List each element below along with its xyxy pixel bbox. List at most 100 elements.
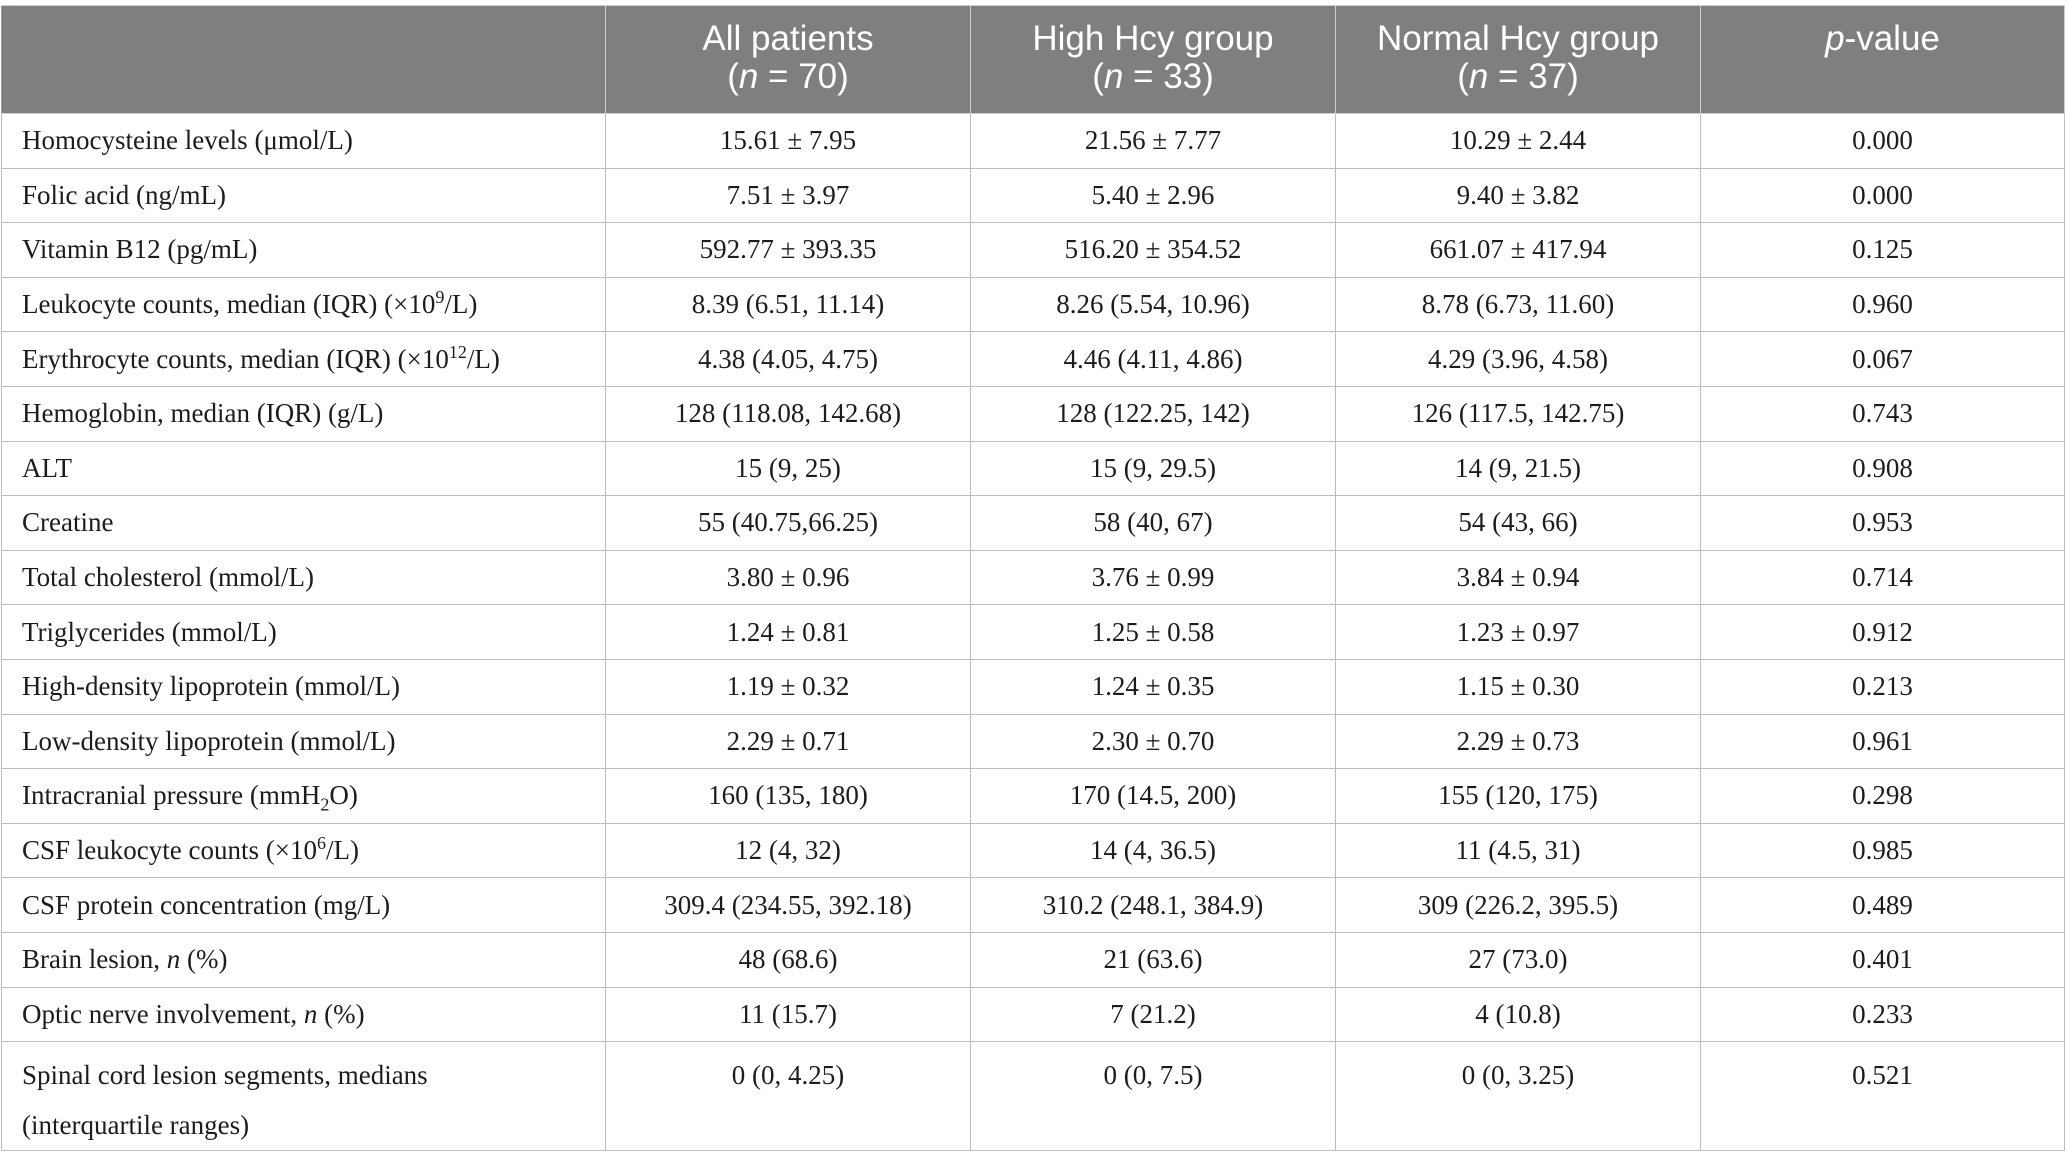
row-label-line1: Spinal cord lesion segments, medians [22, 1060, 428, 1091]
row-label: Erythrocyte counts, median (IQR) (×1012/… [1, 331, 606, 387]
high-hcy-cell: 516.20 ± 354.52 [970, 222, 1336, 278]
p-value-cell: 0.401 [1700, 931, 2065, 988]
normal-hcy-cell: 8.78 (6.73, 11.60) [1335, 276, 1701, 333]
high-hcy-cell: 1.25 ± 0.58 [970, 604, 1336, 660]
table-header: All patients (n = 70) High Hcy group (n … [1, 5, 2065, 114]
row-label-superscript: 12 [448, 341, 467, 362]
row-label: High-density lipoprotein (mmol/L) [1, 658, 606, 715]
high-hcy-cell: 15 (9, 29.5) [970, 440, 1336, 497]
all-patients-cell: 1.24 ± 0.81 [605, 604, 971, 660]
normal-hcy-cell: 3.84 ± 0.94 [1335, 549, 1701, 606]
row-label-italic: n [303, 998, 318, 1029]
row-label: Spinal cord lesion segments, medians (int… [1, 1041, 606, 1152]
row-label: Total cholesterol (mmol/L) [1, 549, 606, 606]
p-value-cell: 0.743 [1700, 385, 2065, 442]
table-row: Spinal cord lesion segments, medians (int… [1, 1041, 2065, 1152]
high-hcy-cell: 8.26 (5.54, 10.96) [970, 276, 1336, 333]
all-patients-cell: 160 (135, 180) [605, 768, 971, 824]
row-label-superscript: 6 [316, 833, 326, 854]
row-label: CSF leukocyte counts (×106/L) [1, 822, 606, 879]
row-label-superscript: 9 [435, 287, 445, 308]
table-row: Optic nerve involvement, n (%) 11 (15.7) 7… [1, 986, 2065, 1043]
normal-hcy-cell: 4.29 (3.96, 4.58) [1335, 331, 1701, 387]
row-label: Creatine [1, 495, 606, 551]
row-label-text: Leukocyte counts, median (IQR) (×10 [22, 289, 436, 320]
p-value-cell: 0.067 [1700, 331, 2065, 387]
table-row: Vitamin B12 (pg/mL) 592.77 ± 393.35 516.20… [1, 222, 2065, 278]
normal-hcy-cell: 14 (9, 21.5) [1335, 440, 1701, 497]
header-all-patients-count: (n = 70) [727, 57, 849, 96]
row-label: Intracranial pressure (mmH2O) [1, 768, 606, 824]
normal-hcy-cell: 1.23 ± 0.97 [1335, 604, 1701, 660]
high-hcy-cell: 4.46 (4.11, 4.86) [970, 331, 1336, 387]
p-value-cell: 0.489 [1700, 877, 2065, 933]
p-value-cell: 0.953 [1700, 495, 2065, 551]
p-value-cell: 0.000 [1700, 167, 2065, 224]
p-value-cell: 0.912 [1700, 604, 2065, 660]
p-value-cell: 0.961 [1700, 713, 2065, 770]
all-patients-cell: 8.39 (6.51, 11.14) [605, 276, 971, 333]
high-hcy-cell: 21 (63.6) [970, 931, 1336, 988]
all-patients-cell: 7.51 ± 3.97 [605, 167, 971, 224]
all-patients-cell: 1.19 ± 0.32 [605, 658, 971, 715]
data-table-container: All patients (n = 70) High Hcy group (n … [1, 5, 2065, 1152]
high-hcy-cell: 1.24 ± 0.35 [970, 658, 1336, 715]
header-high-hcy-count: (n = 33) [1092, 57, 1214, 96]
normal-hcy-cell: 2.29 ± 0.73 [1335, 713, 1701, 770]
header-high-hcy-title: High Hcy group [1032, 19, 1274, 58]
p-value-cell: 0.233 [1700, 986, 2065, 1043]
table-row: Triglycerides (mmol/L) 1.24 ± 0.81 1.25 ± … [1, 604, 2065, 660]
normal-hcy-cell: 0 (0, 3.25) [1335, 1041, 1701, 1152]
normal-hcy-cell: 11 (4.5, 31) [1335, 822, 1701, 879]
row-label: Folic acid (ng/mL) [1, 167, 606, 224]
table-row: Homocysteine levels (μmol/L) 15.61 ± 7.95… [1, 113, 2065, 169]
table-row: Brain lesion, n (%) 48 (68.6) 21 (63.6) 27 … [1, 931, 2065, 988]
row-label: Triglycerides (mmol/L) [1, 604, 606, 660]
header-normal-hcy: Normal Hcy group (n = 37) [1335, 5, 1701, 114]
normal-hcy-cell: 4 (10.8) [1335, 986, 1701, 1043]
all-patients-cell: 48 (68.6) [605, 931, 971, 988]
row-label-subscript: 2 [320, 794, 330, 815]
row-label-text: Intracranial pressure (mmH [22, 780, 321, 811]
all-patients-cell: 2.29 ± 0.71 [605, 713, 971, 770]
row-label: Brain lesion, n (%) [1, 931, 606, 988]
p-value-cell: 0.298 [1700, 768, 2065, 824]
row-label-text: Optic nerve involvement, [22, 998, 304, 1029]
high-hcy-cell: 0 (0, 7.5) [970, 1041, 1336, 1152]
normal-hcy-cell: 27 (73.0) [1335, 931, 1701, 988]
p-italic: p [1825, 19, 1845, 58]
row-label-suffix: /L) [444, 289, 478, 320]
table-row: Intracranial pressure (mmH2O) 160 (135, 1… [1, 768, 2065, 824]
high-hcy-cell: 170 (14.5, 200) [970, 768, 1336, 824]
row-label-text: Erythrocyte counts, median (IQR) (×10 [22, 343, 449, 374]
header-p-value-title: p-value [1825, 19, 1940, 58]
header-row: All patients (n = 70) High Hcy group (n … [1, 5, 2065, 114]
row-label: ALT [1, 440, 606, 497]
row-label-line2: (interquartile ranges) [22, 1110, 250, 1141]
row-label-suffix: /L) [325, 835, 359, 866]
p-value-cell: 0.213 [1700, 658, 2065, 715]
normal-hcy-cell: 54 (43, 66) [1335, 495, 1701, 551]
p-value-cell: 0.521 [1700, 1041, 2065, 1152]
table-row: Leukocyte counts, median (IQR) (×109/L) 8… [1, 276, 2065, 333]
all-patients-cell: 309.4 (234.55, 392.18) [605, 877, 971, 933]
header-all-patients-title: All patients [702, 19, 874, 58]
row-label: Hemoglobin, median (IQR) (g/L) [1, 385, 606, 442]
row-label: Homocysteine levels (μmol/L) [1, 113, 606, 169]
header-p-value: p-value [1700, 5, 2065, 114]
row-label: Optic nerve involvement, n (%) [1, 986, 606, 1043]
table-row: Creatine 55 (40.75,66.25) 58 (40, 67) 54 (4… [1, 495, 2065, 551]
row-label-text: CSF leukocyte counts (×10 [22, 835, 317, 866]
high-hcy-cell: 2.30 ± 0.70 [970, 713, 1336, 770]
p-value-cell: 0.985 [1700, 822, 2065, 879]
normal-hcy-cell: 309 (226.2, 395.5) [1335, 877, 1701, 933]
row-label: Low-density lipoprotein (mmol/L) [1, 713, 606, 770]
table-row: ALT 15 (9, 25) 15 (9, 29.5) 14 (9, 21.5) 0.9… [1, 440, 2065, 497]
p-value-cell: 0.125 [1700, 222, 2065, 278]
p-value-cell: 0.960 [1700, 276, 2065, 333]
all-patients-cell: 15 (9, 25) [605, 440, 971, 497]
normal-hcy-cell: 126 (117.5, 142.75) [1335, 385, 1701, 442]
all-patients-cell: 3.80 ± 0.96 [605, 549, 971, 606]
n-italic: n [1468, 57, 1489, 96]
row-label-suffix: O) [329, 780, 358, 811]
